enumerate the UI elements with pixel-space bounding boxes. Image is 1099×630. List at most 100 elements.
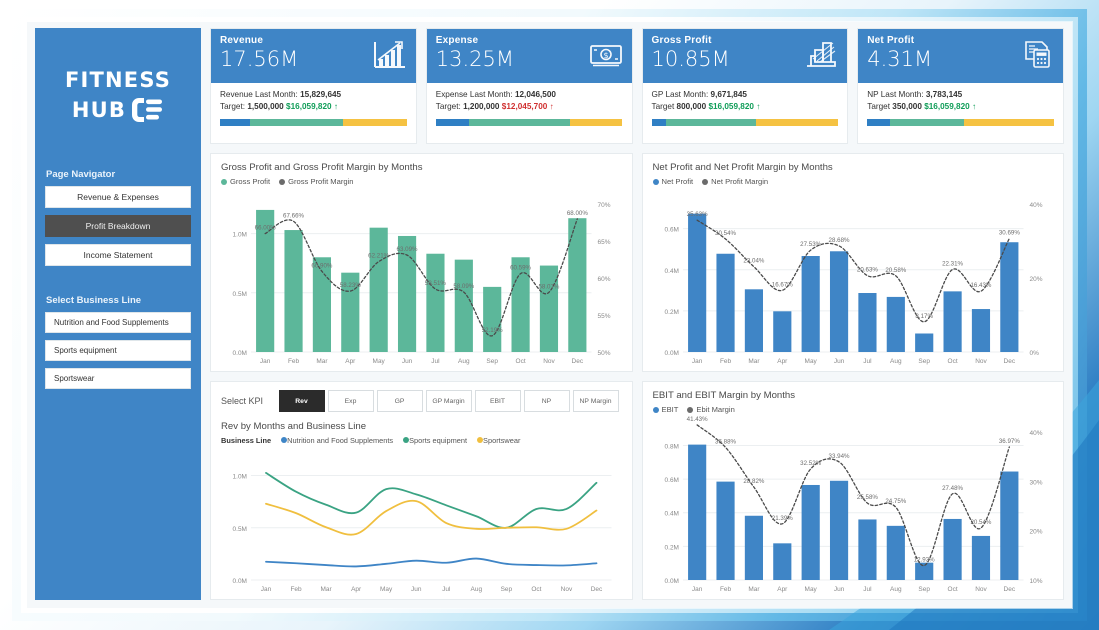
- svg-text:67.66%: 67.66%: [283, 212, 304, 219]
- svg-text:12.93%: 12.93%: [913, 557, 934, 564]
- svg-text:Jul: Jul: [431, 358, 439, 365]
- svg-text:0%: 0%: [1029, 350, 1039, 357]
- svg-text:58.51%: 58.51%: [425, 280, 446, 287]
- sidebar: FITNESS HUB Page Navigator Revenue & Exp…: [35, 28, 201, 600]
- svg-text:60%: 60%: [598, 276, 611, 283]
- sidebar-item-profit-breakdown[interactable]: Profit Breakdown: [45, 215, 191, 237]
- chart-svg-gross-profit[interactable]: 0.0M 0.5M 1.0M 50% 55% 60% 65% 70% 66.00% 67.66% 6…: [221, 188, 622, 367]
- svg-text:Jul: Jul: [863, 358, 871, 365]
- svg-text:0.0M: 0.0M: [233, 578, 247, 585]
- svg-text:Dec: Dec: [1003, 358, 1015, 365]
- legend-header-business-line: Business Line: [221, 436, 272, 445]
- chart-svg-net-profit[interactable]: 0.0M 0.2M 0.4M 0.6M 0% 20% 40% 35.63% 30.54% 23.0…: [653, 188, 1054, 367]
- legend-label-gross-profit-margin: Gross Profit Margin: [288, 177, 354, 186]
- legend-swatch-nutrition: [281, 437, 288, 443]
- svg-text:Apr: Apr: [777, 586, 788, 593]
- chart-title-rev-by-business-line: Rev by Months and Business Line: [221, 421, 367, 432]
- kpi-title-gross-profit: Gross Profit: [651, 35, 712, 46]
- legend-label-sportswear: Sportswear: [483, 436, 521, 445]
- svg-text:35.63%: 35.63%: [686, 211, 707, 218]
- svg-text:33.94%: 33.94%: [828, 453, 849, 460]
- kpi-last-value-net-profit: 3,783,145: [925, 90, 963, 99]
- kpi-option-ebit[interactable]: EBIT: [474, 390, 521, 412]
- ascending-stairs-icon: [804, 39, 838, 74]
- kpi-value-expense: 13.25M: [435, 47, 514, 71]
- kpi-target-value-expense: 1,200,000: [463, 102, 500, 111]
- svg-text:May: May: [380, 586, 393, 593]
- svg-text:Oct: Oct: [947, 586, 957, 593]
- kpi-target-label-expense: Target:: [435, 102, 461, 111]
- svg-text:May: May: [804, 586, 817, 593]
- chart-legend-net-profit: Net Profit Net Profit Margin: [652, 177, 1054, 186]
- kpi-card-revenue: Revenue 17.56M: [210, 28, 417, 144]
- chart-panel-rev-by-business-line: Select KPI Rev Exp GP GP Margin EBIT NP …: [210, 381, 633, 600]
- kpi-option-gp-margin[interactable]: GP Margin: [425, 390, 472, 412]
- svg-text:25.58%: 25.58%: [856, 494, 877, 501]
- dashboard-canvas: FITNESS HUB Page Navigator Revenue & Exp…: [27, 22, 1072, 608]
- kpi-last-value-expense: 12,046,500: [514, 90, 556, 99]
- svg-text:30.69%: 30.69%: [998, 229, 1019, 236]
- kpi-card-row: Revenue 17.56M: [210, 28, 1064, 144]
- kpi-target-label-gross-profit: Target: [651, 102, 675, 111]
- svg-text:Aug: Aug: [471, 586, 483, 593]
- up-arrow-icon: ↑: [333, 102, 338, 111]
- kpi-progress-bar-expense: [435, 119, 623, 126]
- svg-text:Mar: Mar: [316, 358, 328, 365]
- sidebar-item-income-statement[interactable]: Income Statement: [45, 244, 191, 266]
- kpi-title-net-profit: Net Profit: [867, 35, 915, 46]
- svg-text:0.5M: 0.5M: [233, 291, 247, 298]
- svg-text:0.8M: 0.8M: [664, 443, 678, 450]
- svg-text:Jun: Jun: [833, 358, 844, 365]
- svg-text:10%: 10%: [1029, 578, 1042, 585]
- kpi-target-value-gross-profit: 800,000: [676, 102, 707, 111]
- legend-swatch-gross-profit: [221, 178, 227, 185]
- svg-text:Sep: Sep: [918, 586, 930, 593]
- kpi-value-net-profit: 4.31M: [867, 47, 933, 71]
- svg-text:Jul: Jul: [863, 586, 871, 593]
- calculator-invoice-icon: [1020, 39, 1054, 74]
- svg-text:0.2M: 0.2M: [664, 309, 678, 316]
- chart-panel-ebit: EBIT and EBIT Margin by Months EBIT Ebit…: [641, 381, 1064, 600]
- kpi-last-label-net-profit: NP Last Month:: [867, 90, 924, 99]
- svg-text:Nov: Nov: [543, 358, 555, 365]
- kpi-option-rev[interactable]: Rev: [278, 390, 325, 412]
- kpi-option-np[interactable]: NP: [523, 390, 570, 412]
- svg-text:20%: 20%: [1029, 529, 1042, 536]
- kpi-option-np-margin[interactable]: NP Margin: [572, 390, 619, 412]
- kpi-option-exp[interactable]: Exp: [327, 390, 374, 412]
- svg-text:Mar: Mar: [748, 586, 760, 593]
- kpi-delta-net-profit: $16,059,820: [924, 102, 970, 111]
- chart-svg-rev-by-business-line[interactable]: 0.0M 0.5M 1.0M Jan Feb Mar Apr May Jun Jul Aug Sep O…: [221, 447, 622, 595]
- legend-swatch-gross-profit-margin: [279, 178, 286, 185]
- kpi-last-label-revenue: Revenue Last Month:: [220, 90, 298, 99]
- page-navigator-label: Page Navigator: [46, 169, 116, 180]
- chart-svg-ebit[interactable]: 0.0M 0.2M 0.4M 0.6M 0.8M 10% 20% 30% 40% 41.43% 36…: [653, 416, 1054, 595]
- svg-text:Nov: Nov: [975, 586, 987, 593]
- kpi-card-net-profit: Net Profit 4.31M: [857, 28, 1064, 144]
- kpi-option-gp[interactable]: GP: [376, 390, 423, 412]
- kpi-card-expense: Expense 13.25M $: [425, 28, 633, 144]
- svg-text:0.4M: 0.4M: [664, 268, 678, 275]
- money-bill-icon: $: [589, 39, 623, 74]
- up-arrow-icon: ↑: [972, 102, 977, 111]
- svg-text:Nov: Nov: [561, 586, 573, 593]
- kpi-title-revenue: Revenue: [220, 35, 264, 46]
- business-line-sportswear[interactable]: Sportswear: [45, 368, 191, 389]
- svg-text:Sep: Sep: [486, 358, 498, 365]
- business-line-sports-equipment[interactable]: Sports equipment: [45, 340, 191, 361]
- sidebar-item-revenue-expenses[interactable]: Revenue & Expenses: [45, 186, 191, 208]
- svg-text:60.59%: 60.59%: [510, 265, 531, 272]
- svg-text:Dec: Dec: [572, 358, 584, 365]
- svg-text:$: $: [603, 51, 608, 60]
- svg-text:23.04%: 23.04%: [743, 258, 764, 265]
- business-line-nutrition[interactable]: Nutrition and Food Supplements: [45, 312, 191, 333]
- up-arrow-icon: ↑: [549, 102, 554, 111]
- svg-text:66.00%: 66.00%: [255, 225, 276, 232]
- svg-text:May: May: [373, 358, 386, 365]
- kpi-target-value-net-profit: 350,000: [892, 102, 922, 111]
- chart-title-net-profit: Net Profit and Net Profit Margin by Mont…: [652, 162, 833, 173]
- chart-legend-business-line: Business Line Nutrition and Food Supplem…: [221, 436, 622, 445]
- brand-line-1: FITNESS: [64, 68, 172, 92]
- bar-chart-growth-icon: [373, 39, 407, 74]
- kpi-selector-label: Select KPI: [221, 396, 264, 406]
